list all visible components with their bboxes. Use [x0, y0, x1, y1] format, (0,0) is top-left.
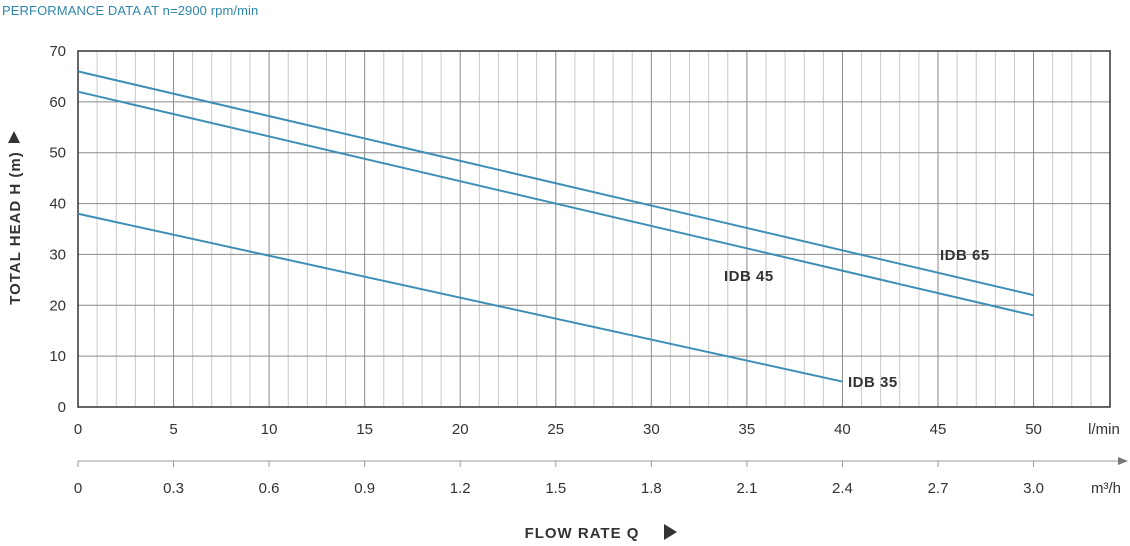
y-tick-label: 50: [49, 145, 66, 162]
y-tick-label: 30: [49, 246, 66, 263]
x-tick-label: 0: [74, 421, 82, 438]
x-tick-label: 40: [834, 421, 851, 438]
x2-tick-label: 0.9: [354, 480, 375, 497]
series-label-idb-35: IDB 35: [848, 374, 898, 391]
x-tick-label: 10: [261, 421, 278, 438]
y-axis-title: TOTAL HEAD H (m): [7, 151, 24, 305]
curve-idb-65: [77, 70, 1034, 297]
curve-idb-35: [77, 212, 843, 383]
grid-lines: [77, 50, 1111, 408]
x-tick-label: 35: [739, 421, 756, 438]
x2-unit-label: m³/h: [1091, 480, 1121, 497]
y-axis-arrow-icon: [8, 131, 20, 143]
x-axis-arrow-icon: [664, 524, 677, 540]
series-label-idb-45: IDB 45: [724, 268, 774, 285]
x-tick-label: 25: [547, 421, 564, 438]
y-tick-label: 20: [49, 297, 66, 314]
x-tick-label: 30: [643, 421, 660, 438]
y-tick-label: 0: [58, 399, 66, 416]
x-tick-label: 5: [169, 421, 177, 438]
y-tick-label: 40: [49, 196, 66, 213]
x2-tick-label: 0.6: [259, 480, 280, 497]
x-tick-label: 45: [930, 421, 947, 438]
x2-tick-label: 2.7: [928, 480, 949, 497]
plot-frame: [77, 50, 1111, 408]
x2-tick-label: 1.8: [641, 480, 662, 497]
curve-idb-45: [77, 90, 1034, 317]
y-tick-label: 10: [49, 348, 66, 365]
x2-tick-label: 2.1: [736, 480, 757, 497]
x-tick-label: 50: [1025, 421, 1042, 438]
x2-tick-label: 1.2: [450, 480, 471, 497]
x-unit-label: l/min: [1088, 421, 1120, 438]
x2-tick-label: 3.0: [1023, 480, 1044, 497]
x-axis-title: FLOW RATE Q: [525, 525, 640, 542]
x2-tick-label: 2.4: [832, 480, 853, 497]
y-tick-label: 70: [49, 43, 66, 60]
tick-labels: 0 10 20 30 40 50 60 70 0 5 10 15 20 25 30 35 40 45 50 l/min…: [7, 43, 1128, 542]
y-tick-label: 60: [49, 94, 66, 111]
x2-tick-label: 0.3: [163, 480, 184, 497]
secondary-axis-arrow-icon: [1118, 457, 1128, 465]
series-label-idb-65: IDB 65: [940, 247, 990, 264]
x-tick-label: 20: [452, 421, 469, 438]
curves: [77, 70, 1034, 383]
chart-title: PERFORMANCE DATA AT n=2900 rpm/min: [2, 3, 259, 18]
x2-tick-label: 1.5: [545, 480, 566, 497]
x-tick-label: 15: [356, 421, 373, 438]
x2-tick-label: 0: [74, 480, 82, 497]
